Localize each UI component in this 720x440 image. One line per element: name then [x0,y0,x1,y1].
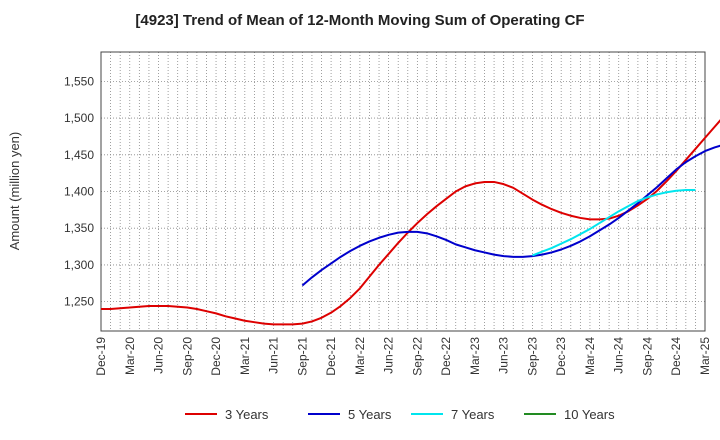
x-tick-label: Mar-25 [698,337,712,375]
x-tick-label: Dec-23 [554,337,568,376]
series-line-7-years [532,189,696,257]
x-tick-label: Sep-24 [640,337,654,376]
y-tick-label: 1,500 [64,111,94,125]
y-tick-label: 1,350 [64,221,94,235]
x-tick-label: Dec-22 [439,337,453,376]
x-tick-label: Mar-23 [468,337,482,375]
x-tick-label: Dec-20 [209,337,223,376]
x-tick-label: Dec-19 [94,337,108,376]
x-tick-label: Jun-22 [382,337,396,374]
x-tick-label: Sep-20 [180,337,194,376]
y-axis-title: Amount (million yen) [7,132,22,251]
legend-label-3-years: 3 Years [225,407,269,422]
x-tick-label: Sep-21 [295,337,309,376]
grid [100,52,706,331]
x-tick-label: Jun-20 [152,337,166,374]
legend: 3 Years 5 Years 7 Years 10 Years [185,407,615,422]
x-tick-label: Jun-24 [612,337,626,374]
series-line-3-years [101,119,720,326]
x-tick-label: Dec-21 [324,337,338,376]
chart-title: [4923] Trend of Mean of 12-Month Moving … [135,12,585,29]
x-tick-label: Mar-22 [353,337,367,375]
series-line-5-years [301,144,720,287]
plot-frame [100,51,706,332]
x-tick-label: Sep-23 [525,337,539,376]
y-axis: 1,250 1,300 1,350 1,400 1,450 1,500 1,550 [64,74,94,308]
y-tick-label: 1,250 [64,295,94,309]
legend-label-10-years: 10 Years [564,407,615,422]
x-tick-label: Jun-23 [497,337,511,374]
x-tick-label: Mar-21 [238,337,252,375]
legend-label-5-years: 5 Years [348,407,392,422]
x-tick-label: Dec-24 [669,337,683,376]
x-tick-label: Sep-22 [410,337,424,376]
x-tick-label: Mar-20 [123,337,137,375]
x-tick-label: Mar-24 [583,337,597,375]
x-tick-label: Jun-21 [267,337,281,374]
y-tick-label: 1,550 [64,74,94,88]
y-tick-label: 1,450 [64,148,94,162]
y-tick-label: 1,300 [64,258,94,272]
x-axis: Dec-19 Mar-20 Jun-20 Sep-20 Dec-20 Mar-21 Jun-… [94,337,712,376]
legend-label-7-years: 7 Years [451,407,495,422]
series-lines [101,119,720,326]
y-tick-label: 1,400 [64,185,94,199]
